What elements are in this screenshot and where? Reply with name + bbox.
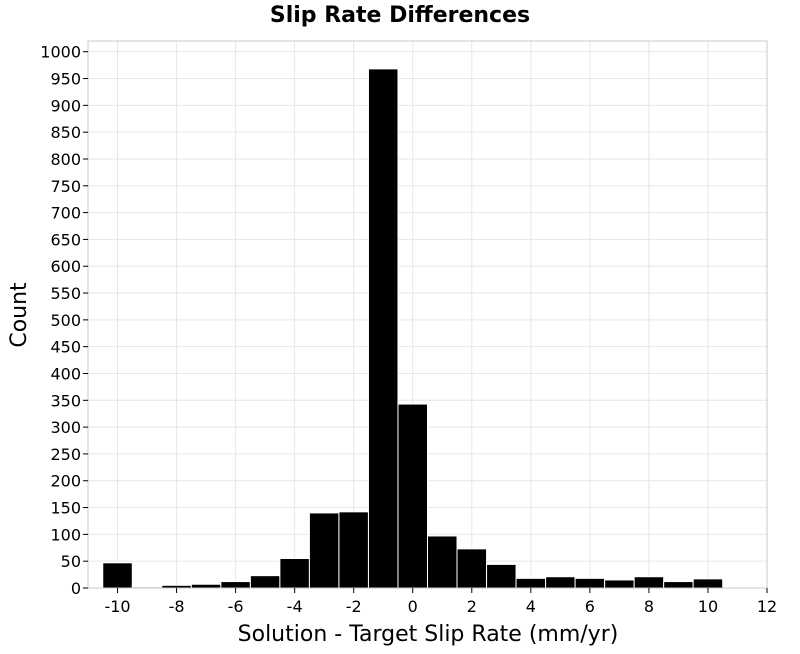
x-tick-label: 8	[644, 597, 654, 616]
y-tick-label: 200	[50, 472, 81, 491]
x-tick-label: 6	[585, 597, 595, 616]
grid-layer	[88, 41, 768, 589]
y-axis-label: Count	[7, 282, 32, 348]
y-tick-label: 450	[50, 338, 81, 357]
y-tick-label: 0	[71, 579, 81, 598]
y-tick-label: 100	[50, 525, 81, 544]
histogram-bar	[220, 581, 251, 589]
y-tick-label: 500	[50, 311, 81, 330]
x-tick-label: -4	[287, 597, 303, 616]
y-tick-label: 1000	[40, 43, 81, 62]
histogram-bar	[249, 575, 281, 589]
y-tick-label: 250	[50, 445, 81, 464]
histogram-bar	[279, 558, 310, 589]
histogram-bar	[633, 576, 665, 589]
x-tick-label: -2	[346, 597, 362, 616]
histogram-bar	[367, 68, 399, 589]
x-tick-label: -8	[169, 597, 185, 616]
y-tick-label: 950	[50, 70, 81, 89]
y-tick-label: 800	[50, 150, 81, 169]
y-axis-ticks: 0 50 100 150 200 250 300 350 400 450 500 550 600 650 7…	[40, 43, 88, 598]
x-tick-label: 10	[698, 597, 718, 616]
x-tick-label: 2	[467, 597, 477, 616]
histogram-bar	[102, 562, 133, 589]
histogram-bar	[308, 512, 340, 589]
histogram-bar	[397, 403, 429, 589]
histogram-bar	[663, 581, 694, 589]
histogram-bar	[574, 577, 606, 589]
y-tick-label: 650	[50, 230, 81, 249]
histogram-bar	[456, 548, 488, 589]
y-tick-label: 750	[50, 177, 81, 196]
y-tick-label: 700	[50, 204, 81, 223]
x-tick-label: 0	[408, 597, 418, 616]
y-tick-label: 400	[50, 364, 81, 383]
x-tick-label: 12	[757, 597, 777, 616]
histogram-bar	[604, 579, 635, 589]
x-tick-label: -10	[104, 597, 130, 616]
histogram-bar	[515, 577, 547, 589]
x-tick-label: 4	[526, 597, 536, 616]
y-tick-label: 550	[50, 284, 81, 303]
bars-layer	[102, 68, 724, 589]
y-tick-label: 150	[50, 499, 81, 518]
plot-area-border	[87, 40, 768, 589]
y-tick-label: 50	[61, 552, 81, 571]
histogram-bar	[692, 578, 724, 589]
x-axis-ticks: -10 -8 -6 -4 -2 0 2 4 6 8 10 12	[104, 588, 777, 616]
histogram-bar	[486, 563, 517, 589]
x-axis-label: Solution - Target Slip Rate (mm/yr)	[238, 622, 619, 647]
histogram-bar	[338, 511, 369, 589]
y-tick-label: 900	[50, 96, 81, 115]
histogram-bar	[545, 576, 576, 589]
histogram-bar	[427, 535, 458, 589]
y-tick-label: 300	[50, 418, 81, 437]
chart-title: Slip Rate Differences	[270, 3, 530, 28]
y-tick-label: 350	[50, 391, 81, 410]
y-tick-label: 600	[50, 257, 81, 276]
histogram-bar	[190, 583, 222, 589]
x-tick-label: -6	[228, 597, 244, 616]
y-tick-label: 850	[50, 123, 81, 142]
